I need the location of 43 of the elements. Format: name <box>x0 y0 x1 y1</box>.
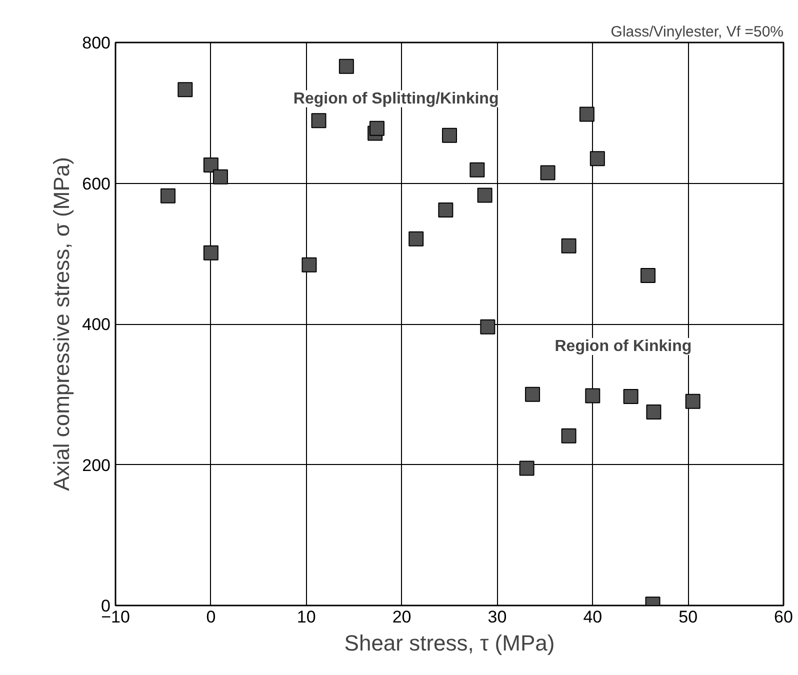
point <box>178 82 193 98</box>
annotation: Region of Splitting/Kinking <box>293 90 499 108</box>
x-tick-label: 10 <box>296 608 316 626</box>
point <box>442 128 457 143</box>
y-tick-label: 200 <box>82 456 111 475</box>
point <box>338 58 354 74</box>
point <box>525 386 540 402</box>
point <box>623 388 638 404</box>
point <box>477 188 492 203</box>
x-tick-label: 50 <box>678 608 698 626</box>
point <box>408 231 424 246</box>
point <box>203 157 218 172</box>
y-tick-label: 400 <box>82 315 111 334</box>
point <box>640 268 656 283</box>
point <box>561 238 576 254</box>
y-tick-label: 800 <box>82 34 111 52</box>
point <box>561 428 576 444</box>
point <box>480 319 496 334</box>
point <box>369 120 384 136</box>
x-tick-label: 0 <box>206 608 216 626</box>
point <box>438 202 454 218</box>
text: Glass/Vinylester, Vf =50% <box>610 24 784 40</box>
point <box>646 404 662 420</box>
point <box>590 151 605 166</box>
y-tick-label: 600 <box>82 174 111 194</box>
point <box>519 460 534 476</box>
y-axis-title: Axial compressive stress, σ (MPa) <box>49 157 74 491</box>
point <box>579 106 594 122</box>
x-tick-label: 60 <box>774 608 793 626</box>
x-axis-title: Shear stress, τ (MPa) <box>344 630 555 656</box>
point <box>160 188 176 204</box>
point <box>302 257 317 272</box>
point <box>585 388 600 404</box>
annotation: Region of Kinking <box>554 338 692 356</box>
x-tick-label: 20 <box>392 608 412 626</box>
point <box>203 245 218 260</box>
point <box>685 394 700 409</box>
x-tick-label: 40 <box>583 608 602 626</box>
point <box>311 113 326 128</box>
point <box>212 169 228 184</box>
point <box>540 165 556 180</box>
x-tick-label: 30 <box>488 608 507 626</box>
point <box>470 162 485 178</box>
